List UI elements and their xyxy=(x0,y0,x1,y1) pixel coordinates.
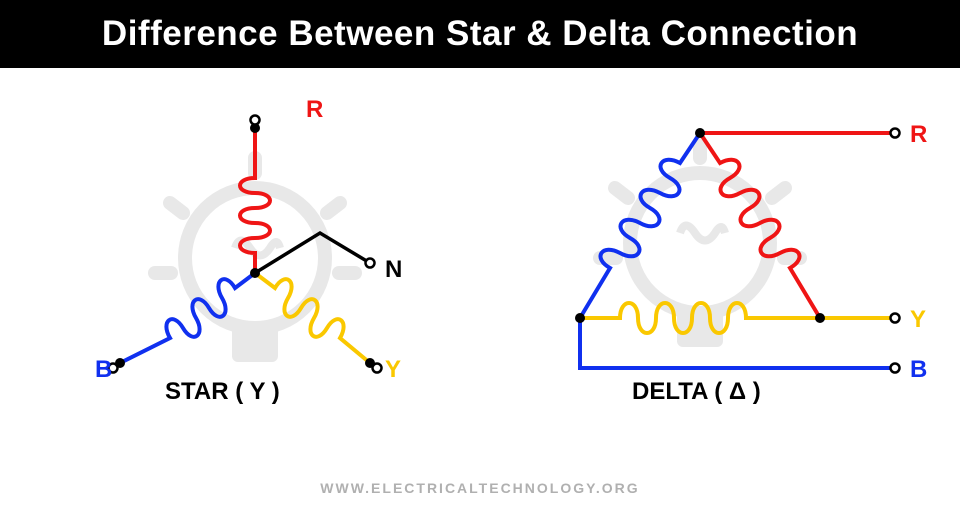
footer-url: WWW.ELECTRICALTECHNOLOGY.ORG xyxy=(0,480,960,496)
star-center-node xyxy=(250,268,260,278)
delta-label-r: R xyxy=(910,121,927,149)
header-bar: Difference Between Star & Delta Connecti… xyxy=(0,0,960,68)
delta-node-right xyxy=(815,313,825,323)
star-label-n: N xyxy=(385,256,402,284)
star-label-y: Y xyxy=(385,356,401,384)
delta-svg xyxy=(510,68,930,408)
star-label-b: B xyxy=(95,356,112,384)
delta-phase-r xyxy=(700,129,900,319)
delta-node-left xyxy=(575,313,585,323)
delta-caption: DELTA ( Δ ) xyxy=(632,378,761,406)
star-svg xyxy=(60,68,420,408)
delta-label-b: B xyxy=(910,356,927,384)
header-title: Difference Between Star & Delta Connecti… xyxy=(102,14,858,54)
delta-node-top xyxy=(695,128,705,138)
star-caption: STAR ( Y ) xyxy=(165,378,280,406)
delta-label-y: Y xyxy=(910,306,926,334)
star-label-r: R xyxy=(306,96,323,124)
content-area: R Y B N xyxy=(0,68,960,458)
